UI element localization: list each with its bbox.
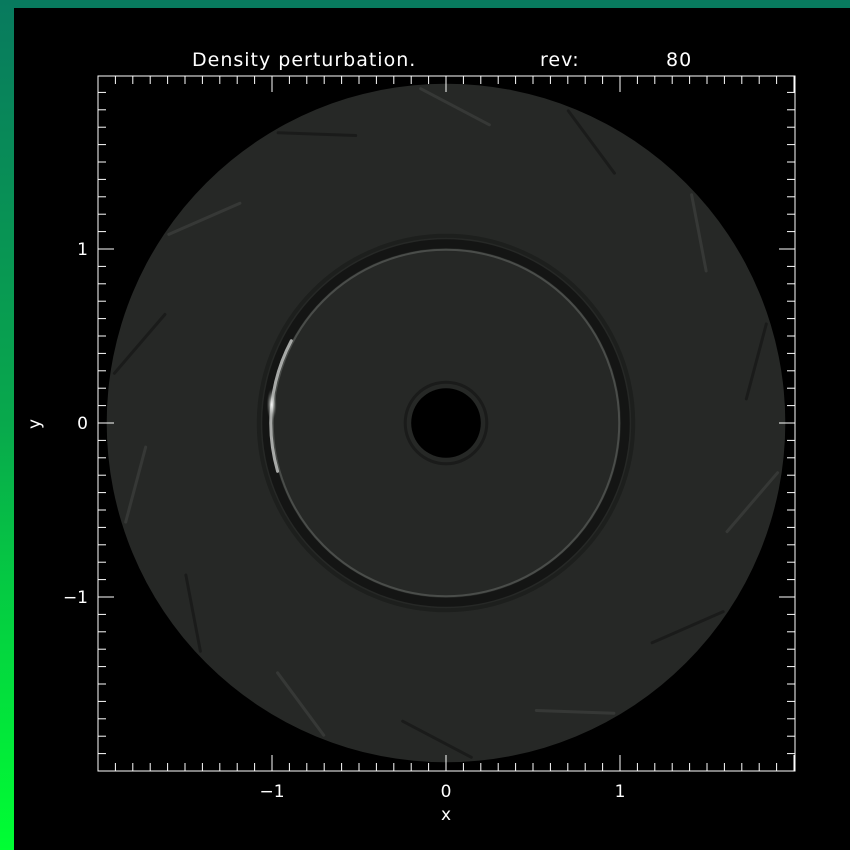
inner-edge-ring bbox=[403, 380, 489, 466]
y-tick-label: 1 bbox=[77, 240, 88, 260]
spiral-streak bbox=[744, 322, 768, 401]
x-axis-label: x bbox=[441, 805, 451, 825]
gap-ring-outer-edge bbox=[256, 233, 636, 613]
spiral-streak bbox=[124, 445, 148, 524]
spiral-streak bbox=[566, 109, 616, 175]
spiral-streak bbox=[184, 573, 202, 653]
disk-image bbox=[106, 83, 786, 763]
rev-value: 80 bbox=[666, 49, 692, 71]
window-left-border bbox=[0, 0, 14, 850]
spiral-streak bbox=[401, 719, 473, 759]
y-tick-label: 0 bbox=[77, 414, 88, 434]
y-tick-label: −1 bbox=[63, 588, 88, 608]
spiral-streak bbox=[276, 671, 326, 737]
spiral-streak bbox=[167, 201, 242, 236]
inner-hole bbox=[411, 388, 481, 458]
spiral-streak bbox=[419, 87, 491, 127]
spiral-streak bbox=[690, 193, 708, 273]
axis-tick-labels: −1 0 1 −1 0 1 bbox=[63, 240, 625, 802]
spiral-streak bbox=[650, 610, 725, 645]
spiral-streak bbox=[534, 708, 616, 715]
axis-ticks bbox=[98, 76, 795, 771]
outer-spiral-streaks bbox=[112, 87, 780, 759]
gap-ring-dark bbox=[262, 239, 630, 607]
spiral-streak bbox=[112, 312, 167, 375]
x-tick-label: 1 bbox=[615, 782, 626, 802]
chart-title: Density perturbation. bbox=[192, 49, 416, 71]
x-tick-label: −1 bbox=[259, 782, 284, 802]
spiral-streak bbox=[725, 471, 780, 534]
hotspot-glow bbox=[266, 388, 277, 421]
window-top-border bbox=[0, 0, 850, 8]
rev-label: rev: bbox=[540, 49, 580, 71]
x-tick-label: 0 bbox=[441, 782, 452, 802]
gap-ring-light bbox=[271, 248, 621, 598]
y-axis-label: y bbox=[25, 419, 45, 429]
spiral-streak bbox=[276, 131, 358, 138]
